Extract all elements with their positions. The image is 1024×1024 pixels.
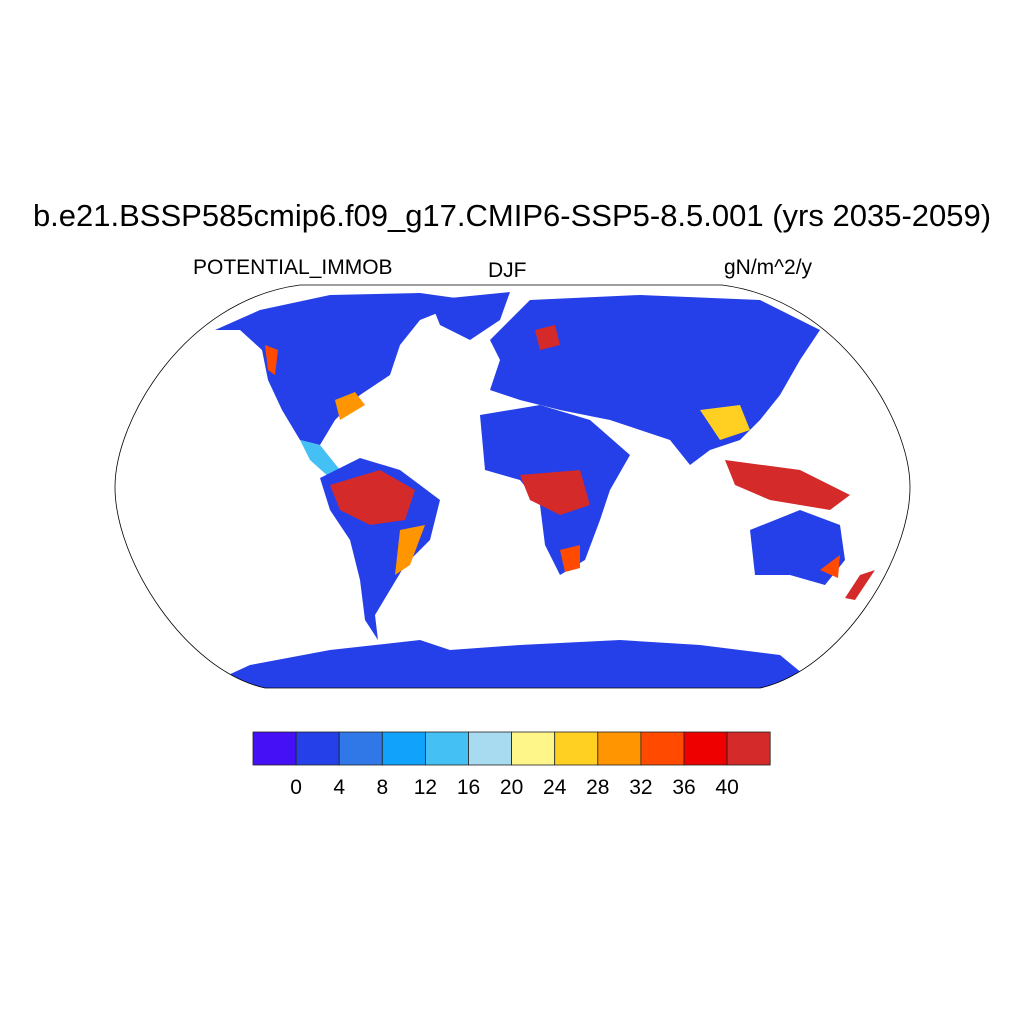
colorbar-box bbox=[295, 731, 340, 766]
australia bbox=[750, 510, 845, 585]
colorbar-box bbox=[554, 731, 599, 766]
colorbar: 0 4 8 12 16 20 24 28 32 36 40 bbox=[252, 731, 771, 799]
colorbar-box bbox=[726, 731, 771, 766]
colorbar-label: 4 bbox=[333, 776, 345, 799]
colorbar-box bbox=[683, 731, 728, 766]
colorbar-label: 32 bbox=[629, 776, 652, 799]
colorbar-box bbox=[640, 731, 685, 766]
colorbar-label: 16 bbox=[457, 776, 480, 799]
colorbar-box bbox=[511, 731, 556, 766]
season-label: DJF bbox=[488, 259, 527, 282]
colorbar-box bbox=[381, 731, 426, 766]
colorbar-box bbox=[338, 731, 383, 766]
variable-name: POTENTIAL_IMMOB bbox=[193, 256, 393, 279]
antarctica bbox=[200, 640, 820, 688]
colorbar-label: 20 bbox=[500, 776, 523, 799]
plot-title: b.e21.BSSP585cmip6.f09_g17.CMIP6-SSP5-8.… bbox=[32, 198, 992, 233]
colorbar-label: 40 bbox=[715, 776, 738, 799]
colorbar-box bbox=[424, 731, 469, 766]
colorbar-label: 24 bbox=[543, 776, 567, 799]
colorbar-label: 28 bbox=[586, 776, 609, 799]
colorbar-label: 36 bbox=[672, 776, 695, 799]
north-america bbox=[215, 293, 470, 445]
map-boundary bbox=[114, 284, 911, 689]
colorbar-label: 8 bbox=[376, 776, 388, 799]
colorbar-box bbox=[252, 731, 297, 766]
colorbar-label: 0 bbox=[290, 776, 302, 799]
colorbar-box bbox=[597, 731, 642, 766]
colorbar-box bbox=[468, 731, 512, 766]
greenland bbox=[430, 292, 510, 340]
colorbar-label: 12 bbox=[414, 776, 437, 799]
units-label: gN/m^2/y bbox=[724, 256, 813, 279]
land-field bbox=[200, 292, 875, 688]
